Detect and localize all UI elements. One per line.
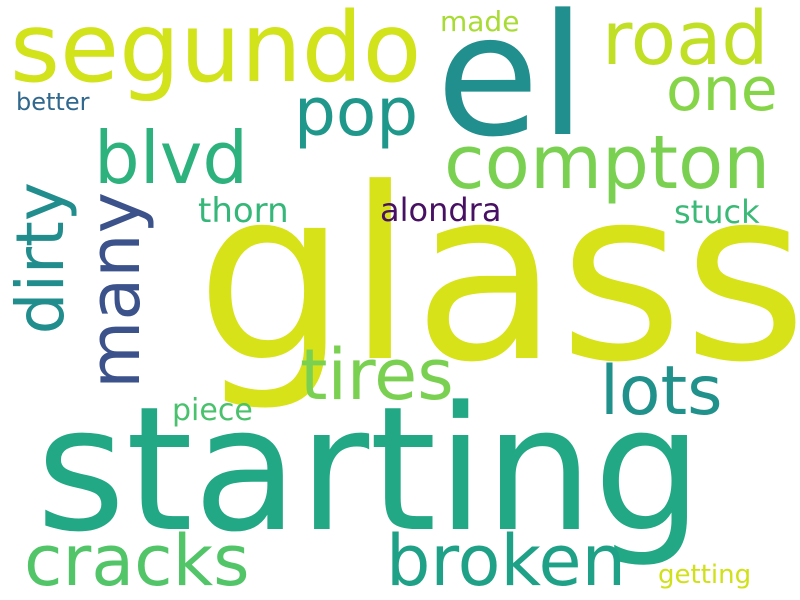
word-starting: starting — [36, 369, 703, 570]
word-dirty: dirty — [2, 182, 79, 335]
word-alondra: alondra — [380, 191, 502, 229]
word-stuck: stuck — [674, 193, 760, 231]
word-broken: broken — [386, 520, 626, 600]
word-tires: tires — [300, 334, 454, 416]
word-road: road — [602, 0, 769, 82]
word-cracks: cracks — [24, 520, 250, 600]
word-compton: compton — [444, 120, 771, 206]
word-glass: glass — [196, 138, 800, 415]
word-many: many — [74, 192, 156, 389]
word-made: made — [440, 5, 520, 38]
word-blvd: blvd — [94, 116, 249, 200]
word-pop: pop — [294, 74, 419, 151]
word-one: one — [666, 55, 778, 125]
word-getting: getting — [658, 560, 752, 590]
word-piece: piece — [172, 393, 253, 428]
word-better: better — [16, 88, 90, 116]
word-thorn: thorn — [198, 191, 289, 231]
word-lots: lots — [600, 352, 723, 431]
word-segundo: segundo — [10, 0, 422, 104]
word-el: el — [436, 0, 587, 174]
